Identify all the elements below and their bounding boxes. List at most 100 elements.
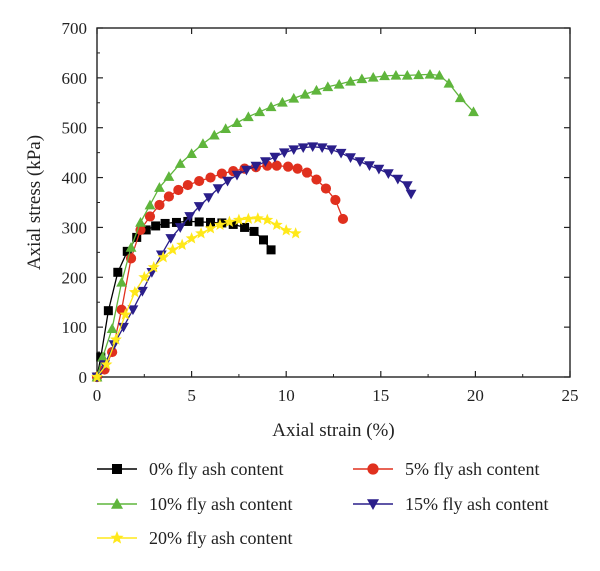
legend-entry-5: 20% fly ash content: [97, 528, 292, 548]
data-point: [270, 218, 283, 231]
data-point: [212, 184, 224, 194]
data-point: [184, 212, 196, 222]
data-point: [382, 169, 394, 179]
data-point: [213, 218, 226, 231]
y-tick-label: 700: [62, 19, 88, 38]
data-point: [354, 157, 366, 168]
data-point: [116, 276, 127, 287]
legend-label: 20% fly ash content: [149, 528, 292, 548]
data-point: [269, 152, 281, 163]
data-point: [176, 238, 189, 250]
legend-marker: [112, 464, 122, 474]
y-tick-label: 500: [62, 119, 88, 138]
legend-marker: [111, 498, 123, 509]
y-tick-label: 600: [62, 69, 88, 88]
legend-marker: [110, 531, 124, 544]
data-point: [163, 191, 174, 202]
data-point: [128, 285, 141, 298]
y-tick-label: 300: [62, 218, 88, 237]
data-point: [193, 202, 205, 212]
data-point: [271, 160, 282, 171]
data-point: [240, 222, 250, 232]
data-point: [288, 92, 300, 103]
data-point: [154, 199, 165, 211]
series-line: [96, 217, 296, 378]
data-point: [160, 218, 170, 228]
data-point: [266, 245, 276, 255]
data-point: [311, 84, 322, 95]
data-point: [288, 145, 300, 156]
data-point: [258, 235, 268, 245]
axis-ticks: [96, 27, 571, 378]
y-tick-label: 100: [62, 318, 88, 337]
data-point: [307, 142, 319, 153]
y-axis-label: Axial stress (kPa): [24, 135, 45, 270]
data-point: [249, 226, 259, 236]
data-point: [265, 101, 277, 112]
data-point: [242, 111, 254, 122]
data-point: [335, 148, 347, 159]
data-point: [345, 75, 356, 86]
data-point: [261, 213, 274, 226]
data-point: [390, 69, 402, 80]
data-point: [171, 217, 181, 227]
series-5: [91, 212, 302, 383]
data-point: [91, 370, 103, 383]
legend-label: 10% fly ash content: [149, 494, 292, 514]
data-point: [119, 308, 132, 320]
legend-label: 5% fly ash content: [405, 459, 539, 479]
data-point: [405, 189, 417, 200]
data-point: [220, 123, 232, 134]
data-point: [132, 232, 142, 242]
data-point: [97, 351, 109, 362]
data-point: [337, 213, 349, 225]
data-point: [251, 212, 264, 224]
data-point: [216, 168, 227, 179]
data-point: [443, 77, 455, 88]
data-point: [163, 171, 175, 181]
data-point: [356, 73, 368, 84]
data-point: [232, 213, 245, 226]
data-point: [194, 217, 204, 227]
legend-entry-3: 10% fly ash content: [97, 494, 292, 514]
data-point: [147, 261, 160, 273]
legend-marker: [367, 499, 379, 510]
legend: 0% fly ash content 5% fly ash content 10% …: [97, 459, 548, 548]
data-point: [454, 92, 466, 103]
data-point: [282, 161, 294, 172]
data-point: [250, 161, 262, 172]
data-point: [299, 88, 311, 99]
x-tick-label: 5: [187, 386, 196, 405]
legend-entry-1: 0% fly ash content: [97, 459, 283, 479]
data-point: [109, 333, 122, 345]
data-point: [424, 68, 436, 79]
x-tick-label: 15: [372, 386, 389, 405]
data-point: [379, 70, 390, 81]
data-point: [183, 216, 193, 226]
y-tick-label: 200: [62, 268, 88, 287]
data-point: [434, 69, 445, 80]
data-point: [100, 358, 113, 370]
data-point: [127, 305, 139, 316]
x-tick-label: 20: [467, 386, 484, 405]
data-point: [144, 211, 156, 222]
data-point: [135, 217, 146, 227]
data-point: [413, 69, 425, 80]
data-point: [113, 267, 123, 277]
data-point: [186, 148, 197, 158]
data-point: [254, 106, 266, 117]
series-1: [92, 216, 276, 382]
data-point: [174, 223, 186, 233]
x-axis-label: Axial strain (%): [272, 420, 394, 441]
data-point: [289, 227, 302, 239]
data-point: [322, 81, 334, 92]
data-point: [144, 199, 156, 210]
data-point: [231, 117, 243, 128]
y-tick-label: 0: [79, 368, 88, 387]
series-line: [96, 146, 412, 378]
data-point: [137, 286, 148, 297]
data-point: [103, 306, 113, 316]
data-point: [392, 174, 404, 185]
data-point: [182, 179, 193, 191]
